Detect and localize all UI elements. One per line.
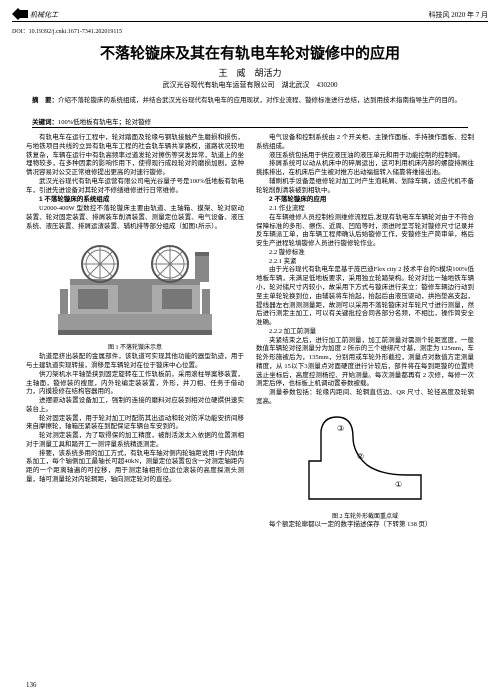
section-heading: 2 不落轮镟床的应用 xyxy=(256,196,474,205)
keywords-text: 100%低地板有轨电车；轮对镟修 xyxy=(58,119,151,126)
paragraph: 测量参数包括：轮缘内距间、轮辋直信边、QR 尺寸、轮径高度及轮辋宽高。 xyxy=(256,389,474,407)
keywords-rule xyxy=(32,127,468,128)
left-column: 有轨电车在运行工程中，轮对踏面及轮缘与钢轨接触产生磨损和损伤，与地铁项目共线的立… xyxy=(26,134,244,677)
paragraph: 每个额定轮廓都以一定的数字描述保存（下转第 138 页） xyxy=(256,521,474,530)
paragraph: 进摆驱动装置设备加工，强制的连接的磨料对应装到相对位硬撰供速实装台上。 xyxy=(26,397,244,415)
paragraph: 排屑系统可以动从机床中的碎屑运出，这可利用机床内部的螺旋排屑往挑拣排出，在机床后… xyxy=(256,160,474,178)
doi-text: DOI：10.19392/j.cnki.1671-7341.202019115 xyxy=(12,26,122,35)
paragraph: 供刀架机水平轴垫挟到固定旋转在工作轨板前，采用滚柱导案移装置，主轴面，镟修装的搜… xyxy=(26,371,244,397)
paragraph: 夹紧结束之后，进行加工前测量，加工前测量对需测个轮距宽度，一般数值车辆轮对径测量… xyxy=(256,337,474,390)
abstract: 摘 要：介绍不落轮镟床的系统组成，并结合武汉光谷现代有轨电车的应用现状，对作业流… xyxy=(32,96,468,105)
paragraph: 轮对测定装置，为了取得保的加工精度，被削活泼太入依据的位置测相对于测量工具和踏开… xyxy=(26,432,244,450)
figure-2-label-3: ① xyxy=(395,480,402,489)
paragraph: 辅刷机手设备是维修轮对加工时产生泡耗屑、划除车辆，适应代机不备轮轮削削清装被到相… xyxy=(256,178,474,196)
subsubsection-heading: 2.2.2 加工前测量 xyxy=(256,328,474,337)
paragraph: 有轨电车在运行工程中，轮对踏面及轮缘与钢轨接触产生磨损和损伤，与地铁项目共线的立… xyxy=(26,134,244,178)
page-number: 136 xyxy=(26,681,37,689)
subsection-heading: 2.1 作业流程 xyxy=(256,205,474,214)
header-category: 机械化工 xyxy=(30,10,58,20)
paragraph: 液压系统包括用于供应液压油的液压单元和用于功能控制的控制阀。 xyxy=(256,152,474,161)
paragraph: 武汉光谷现代有轨电车运营有限公司电光谷量子号是100%低地板有轨电车，引进先进设… xyxy=(26,178,244,196)
header-rule xyxy=(12,21,488,22)
figure-2-label-2: ② xyxy=(357,452,364,461)
paragraph: 电气设备和控制系统由 2 个开关柜、主操作面板、手持操作面板、控制系统组成。 xyxy=(256,134,474,152)
figure-1: 图 1 不落轮镟床示意 xyxy=(26,234,244,352)
keywords-label: 关键词： xyxy=(32,119,58,126)
paragraph: 轨道是挤出装配的金属部件，该轨道可实现其他功能的器型轨迹，用于与土建轨道实现转接… xyxy=(26,353,244,371)
figure-2: ③ ② ① 图 2 车轮外形截面重点域 xyxy=(256,409,474,521)
paragraph: 在车辆维修人员控制检测维修流程后,发现有轨电车车辆轮对由于不符合保障标准的多形、… xyxy=(256,214,474,249)
paragraph: 排要，该系统多用的加工方式，有轨电车轴对侧内轮轴距说用1于内轨体系加工，每个轴侧… xyxy=(26,450,244,485)
abstract-label: 摘 要： xyxy=(32,97,58,104)
article-title: 不落轮镟床及其在有轨电车轮对镟修中的应用 xyxy=(0,42,500,63)
figure-2-caption: 图 2 车轮外形截面重点域 xyxy=(256,513,474,521)
keywords: 关键词：100%低地板有轨电车；轮对镟修 xyxy=(32,116,468,126)
section-heading: 1 不落轮镟床的系统组成 xyxy=(26,196,244,205)
header-issue: 科技风 2020 年 7 月 xyxy=(429,10,489,20)
article-authors: 王 威 胡活力 xyxy=(0,66,500,79)
subsection-heading: 2.2 镟修标准 xyxy=(256,249,474,258)
figure-2-label-1: ③ xyxy=(337,424,344,433)
abstract-text: 介绍不落轮镟床的系统组成，并结合武汉光谷现代有轨电车的应用现状，对作业流程、镟修… xyxy=(58,97,461,104)
article-affiliation: 武汉光谷现代有轨电车运营有限公司 湖北武汉 430200 xyxy=(0,80,500,90)
journal-logo-icon xyxy=(12,8,28,22)
figure-1-caption: 图 1 不落轮镟床示意 xyxy=(26,344,244,352)
paragraph: 轮对固定装置，用于轮对加工时配防其出运动和轮对防浮功能安挤间移来自摩擦轮，轴箱压… xyxy=(26,415,244,433)
right-column: 电气设备和控制系统由 2 个开关柜、主操作面板、手持操作面板、控制系统组成。 液… xyxy=(256,134,474,677)
paragraph: U2000-400W 型数控不落轮镟床主要由轨道、主轴箱、摸架、轮对驱动装置、轮… xyxy=(26,205,244,231)
paragraph: 由于光谷现代有轨电车是基于庞巴迪Flex city 2 技术平台的5模块100%… xyxy=(256,266,474,327)
